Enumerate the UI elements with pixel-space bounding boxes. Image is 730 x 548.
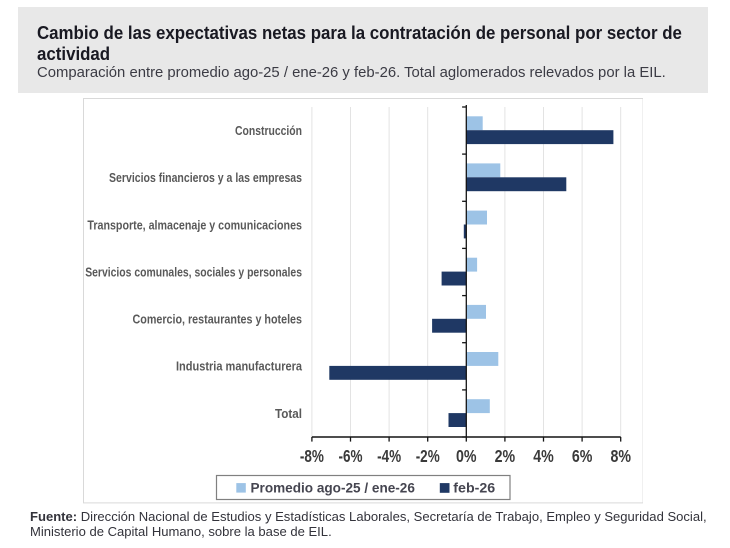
svg-text:-8%: -8% xyxy=(300,446,324,466)
svg-text:feb-26: feb-26 xyxy=(453,481,495,496)
svg-text:Transporte, almacenaje y comun: Transporte, almacenaje y comunicaciones xyxy=(87,218,302,232)
svg-text:Servicios financieros y a las: Servicios financieros y a las empresas xyxy=(109,171,302,185)
svg-text:Total: Total xyxy=(275,407,302,421)
svg-text:8%: 8% xyxy=(610,446,631,466)
svg-text:Comercio, restaurantes y hotel: Comercio, restaurantes y hoteles xyxy=(133,313,303,327)
svg-text:-4%: -4% xyxy=(377,446,401,466)
svg-text:0%: 0% xyxy=(456,446,477,466)
svg-text:-2%: -2% xyxy=(416,446,440,466)
svg-text:Construcción: Construcción xyxy=(235,124,302,138)
svg-text:6%: 6% xyxy=(572,446,593,466)
svg-text:Servicios comunales, sociales: Servicios comunales, sociales y personal… xyxy=(85,265,302,279)
svg-text:4%: 4% xyxy=(533,446,554,466)
svg-text:-6%: -6% xyxy=(339,446,363,466)
svg-text:Industria manufacturera: Industria manufacturera xyxy=(176,360,303,374)
svg-text:2%: 2% xyxy=(495,446,516,466)
svg-text:Promedio ago-25 / ene-26: Promedio ago-25 / ene-26 xyxy=(251,481,416,496)
